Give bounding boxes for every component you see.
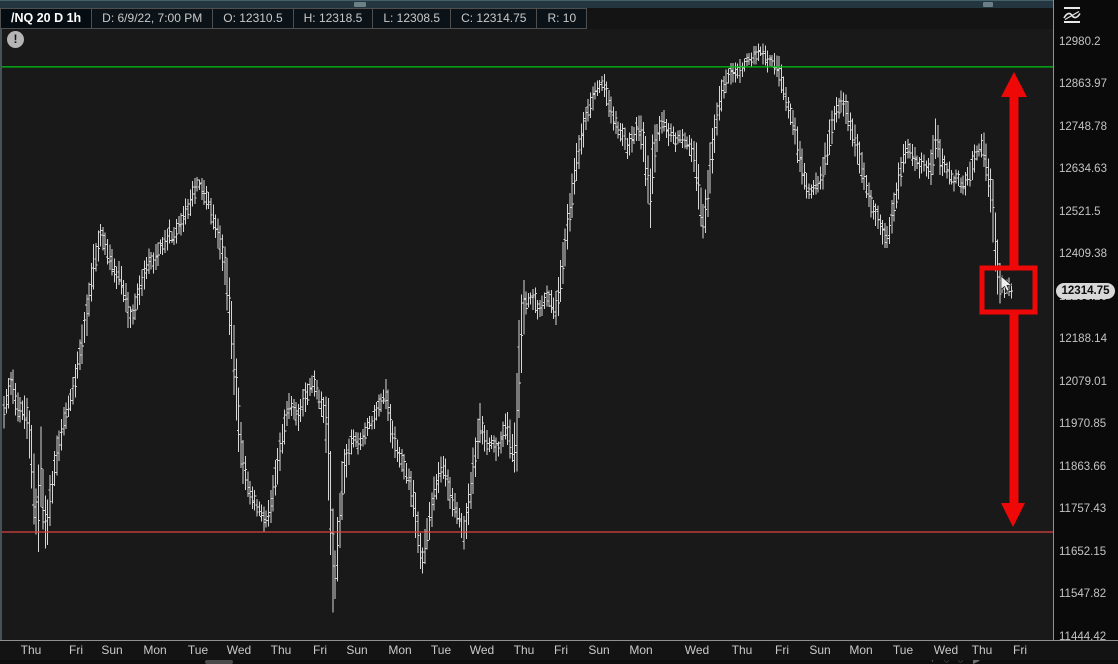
- up-arrow-head[interactable]: [1001, 72, 1027, 97]
- price-bars: [3, 43, 1012, 613]
- ohlc-high-field: H: 12318.5: [293, 8, 374, 29]
- bottom-scrollbar[interactable]: + ○ ○ ▶: [0, 660, 1118, 664]
- ohlc-close-field: C: 12314.75: [451, 8, 538, 29]
- ohlc-date-field: D: 6/9/22, 7:00 PM: [92, 8, 214, 29]
- price-tick-label: 11547.82: [1059, 588, 1107, 601]
- time-axis-day-label: Fri: [313, 643, 327, 657]
- price-tick-label: 12079.01: [1059, 375, 1107, 388]
- chart-symbol-title[interactable]: /NQ 20 D 1h: [0, 8, 93, 29]
- scrollbar-thumb[interactable]: [205, 660, 233, 664]
- time-axis-day-label: Wed: [684, 643, 710, 657]
- price-tick-label: 12748.78: [1059, 120, 1107, 133]
- time-axis-day-label: Mon: [143, 643, 167, 657]
- time-axis-day-label: Fri: [1013, 643, 1027, 657]
- time-axis-day-label: Sun: [101, 643, 123, 657]
- price-tick-label: 12409.38: [1059, 248, 1107, 261]
- zoom-plus-icon[interactable]: +: [930, 660, 935, 664]
- price-tick-label: 12863.97: [1059, 78, 1107, 91]
- price-tick-label: 11863.66: [1059, 460, 1107, 473]
- time-axis-day-label: Wed: [933, 643, 959, 657]
- time-axis-day-label: Tue: [430, 643, 452, 657]
- time-axis-day-label: Mon: [849, 643, 873, 657]
- info-icon[interactable]: !: [7, 31, 24, 48]
- price-bar-ticks: [2, 50, 1014, 579]
- price-tick-label: 11652.15: [1059, 545, 1107, 558]
- pattern-curve-icon[interactable]: [1062, 5, 1082, 25]
- time-axis-day-label: Sun: [809, 643, 831, 657]
- price-axis[interactable]: 12980.2 12863.97 12748.78 12634.63 12521.5 12…: [1053, 0, 1118, 643]
- pan-right-icon[interactable]: ▶: [973, 660, 980, 664]
- time-axis-day-label: Fri: [775, 643, 789, 657]
- chart-header: /NQ 20 D 1h D: 6/9/22, 7:00 PM O: 12310.…: [0, 8, 588, 29]
- time-axis-day-label: Fri: [554, 643, 568, 657]
- ohlc-low-field: L: 12308.5: [373, 8, 452, 29]
- time-axis-day-label: Wed: [226, 643, 252, 657]
- down-arrow-head[interactable]: [1001, 503, 1025, 527]
- time-axis-day-label: Wed: [469, 643, 495, 657]
- zoom-out-icon[interactable]: ○: [944, 660, 949, 664]
- zoom-in-icon[interactable]: ○: [958, 660, 963, 664]
- time-axis-day-label: Thu: [20, 643, 42, 657]
- time-axis-day-label: Thu: [270, 643, 292, 657]
- time-axis-day-label: Thu: [971, 643, 993, 657]
- chrome-notch: [354, 2, 366, 7]
- price-tick-label: 12634.63: [1059, 163, 1107, 176]
- projection-annotation[interactable]: [979, 72, 1038, 527]
- price-tick-label: 12188.14: [1059, 333, 1107, 346]
- time-axis-day-label: Sun: [588, 643, 610, 657]
- time-axis-day-label: Sun: [346, 643, 368, 657]
- price-tick-label: 11970.85: [1059, 418, 1107, 431]
- window-chrome-strip: [0, 0, 1053, 8]
- price-chart[interactable]: [0, 29, 1053, 640]
- chrome-notch: [983, 2, 993, 7]
- ohlc-range-field: R: 10: [537, 8, 588, 29]
- time-axis-day-label: Tue: [892, 643, 914, 657]
- ohlc-open-field: O: 12310.5: [213, 8, 294, 29]
- time-axis-day-label: Thu: [731, 643, 753, 657]
- price-tick-label: 12521.5: [1059, 205, 1101, 218]
- annotation-box[interactable]: [979, 265, 1038, 315]
- time-axis[interactable]: Thu Fri Sun Mon Tue Wed Thu Fri Sun Mon Tue Wed Thu F…: [0, 640, 1118, 660]
- up-arrow-shaft[interactable]: [1009, 95, 1019, 268]
- price-tick-label: 11757.43: [1059, 503, 1107, 516]
- time-axis-day-label: Mon: [629, 643, 653, 657]
- time-axis-day-label: Mon: [388, 643, 412, 657]
- last-price-label: 12314.75: [1056, 282, 1115, 299]
- candlestick-chart-canvas[interactable]: [2, 29, 1053, 640]
- down-arrow-shaft[interactable]: [1009, 312, 1019, 505]
- time-axis-day-label: Fri: [69, 643, 83, 657]
- time-axis-day-label: Thu: [513, 643, 535, 657]
- price-tick-label: 11444.42: [1059, 630, 1107, 643]
- mouse-cursor: [1000, 275, 1013, 292]
- time-axis-day-label: Tue: [187, 643, 209, 657]
- price-tick-label: 12980.2: [1059, 36, 1101, 48]
